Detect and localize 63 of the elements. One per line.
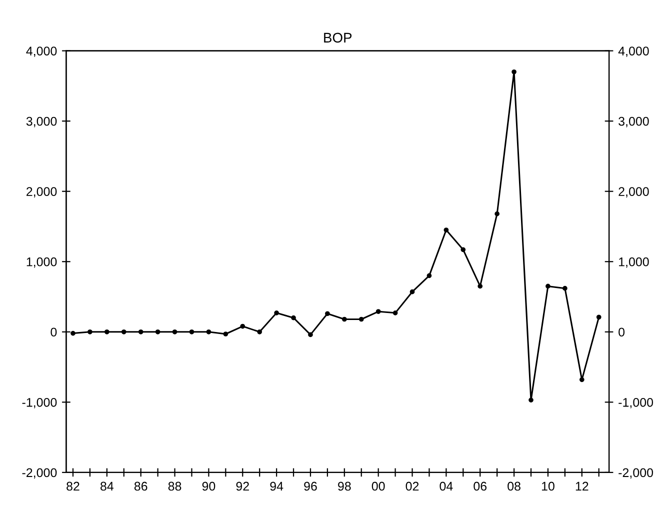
y-tick-label: -1,000 [22, 398, 57, 408]
x-tick-label: 90 [202, 482, 216, 491]
x-tick-label: 96 [304, 482, 317, 491]
y2-tick-label: 1,000 [619, 257, 649, 268]
point [88, 329, 92, 334]
point [358, 316, 364, 322]
x-tick-label: 06 [474, 482, 487, 491]
point [121, 329, 126, 334]
point [308, 332, 313, 338]
y-tick-label: 2,000 [26, 187, 57, 198]
point [392, 310, 398, 316]
y2-tick-label: 2,000 [618, 187, 649, 198]
y-tick-label: 1,000 [26, 257, 57, 268]
point [528, 398, 534, 402]
x-tick-label: 04 [440, 482, 453, 491]
x-tick-label: 98 [338, 482, 351, 491]
x-tick-label: 88 [168, 482, 182, 491]
x-tick-label: 94 [270, 482, 284, 491]
point [325, 311, 330, 316]
y-tick-label: 3,000 [26, 116, 57, 128]
chart-title: BOP [324, 32, 352, 43]
point [206, 329, 212, 334]
point [155, 329, 160, 334]
point [104, 329, 110, 334]
x-tick-label: 12 [576, 482, 588, 491]
point [460, 247, 466, 252]
point [426, 273, 432, 278]
point [494, 211, 500, 216]
point [257, 329, 262, 334]
x-tick-label: 82 [66, 482, 80, 491]
x-tick-label: 86 [134, 482, 148, 491]
point [240, 324, 246, 329]
point [274, 310, 279, 316]
point [579, 377, 584, 382]
x-tick-label: 00 [372, 482, 385, 491]
point [596, 314, 602, 320]
point [444, 228, 449, 232]
x-tick-label: 92 [236, 482, 249, 491]
point [512, 69, 516, 74]
point [172, 329, 178, 334]
y2-tick-label: 4,000 [618, 46, 649, 57]
x-tick-label: 84 [100, 482, 114, 491]
y-tick-label: 4,000 [26, 46, 57, 57]
y2-tick-label: 0 [618, 328, 625, 337]
x-tick-label: 08 [508, 482, 520, 491]
point [478, 284, 483, 289]
point [562, 286, 568, 291]
y2-tick-label: -2,000 [618, 468, 654, 479]
point [291, 315, 296, 320]
point [138, 329, 144, 334]
y-tick-label: -2,000 [22, 468, 57, 479]
y-tick-label: 0 [50, 328, 57, 337]
point [223, 332, 228, 336]
point [546, 284, 550, 289]
point [376, 309, 381, 314]
point [70, 330, 76, 336]
point [342, 316, 347, 322]
point [410, 289, 415, 294]
y2-tick-label: 3,000 [618, 116, 649, 128]
x-tick-label: 02 [406, 482, 419, 491]
x-tick-label: 10 [542, 482, 554, 491]
point [189, 329, 194, 334]
y2-tick-label: -1,000 [618, 398, 654, 408]
